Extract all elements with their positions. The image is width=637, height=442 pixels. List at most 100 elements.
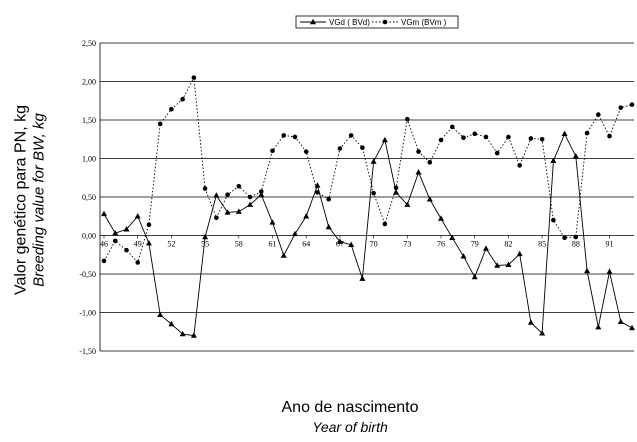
data-point-triangle [573,153,579,158]
data-point-circle [371,191,376,196]
x-tick-label: 82 [504,240,512,249]
x-tick-label: 49 [134,240,142,249]
data-point-circle [427,160,432,165]
data-point-circle [551,218,556,223]
data-point-circle [169,107,174,112]
data-point-triangle [135,213,141,218]
data-point-triangle [629,325,635,330]
x-tick-label: 88 [572,240,580,249]
data-point-circle [147,222,152,227]
data-point-circle [270,149,275,154]
data-point-circle [315,190,320,195]
data-point-circle [192,75,197,80]
data-point-triangle [292,231,298,236]
data-point-circle [293,135,298,140]
data-point-triangle [460,253,466,258]
data-point-circle [495,151,500,156]
y-tick-label: -1,00 [79,309,96,318]
x-tick-label: 64 [302,240,310,249]
data-point-triangle [438,215,444,220]
data-point-triangle [472,274,478,279]
data-point-circle [180,97,185,102]
y-axis-label-english: Breeding value for BW, kg [31,105,49,295]
data-point-triangle [359,275,365,280]
data-point-triangle [281,252,287,257]
x-tick-label: 76 [437,240,445,249]
data-point-circle [225,192,230,197]
data-point-circle [618,105,623,110]
data-point-circle [158,122,163,127]
data-point-circle [237,184,242,189]
data-point-triangle [595,324,601,329]
data-point-circle [562,236,567,241]
legend-label-1: VGd ( BVd) [329,18,370,27]
data-point-circle [596,112,601,117]
data-point-triangle [517,251,523,256]
data-point-circle [517,163,522,168]
y-tick-label: 0,00 [82,232,96,241]
y-axis-title: Valor genético para PN, kg Breeding valu… [0,40,60,360]
data-point-triangle [168,321,174,326]
data-point-triangle [326,224,332,229]
legend-label-2: VGm (BVm ) [401,18,447,27]
y-axis-ticks: 2,50 2,00 1,50 1,00 0,50 0,00 -0,50 -1,00 -1,50 [79,39,96,356]
data-point-triangle [202,234,208,239]
data-point-circle [338,146,343,151]
x-tick-label: 46 [100,240,108,249]
x-tick-label: 61 [269,240,277,249]
data-point-triangle [101,211,107,216]
legend: VGd ( BVd) VGm (BVm ) [296,16,458,28]
x-tick-label: 85 [538,240,546,249]
x-axis-ticks: 46 49 52 55 58 61 64 67 70 73 76 79 82 85 88 91 [100,236,614,249]
x-tick-label: 58 [235,240,243,249]
data-point-circle [540,137,545,142]
data-point-triangle [236,208,242,213]
data-point-circle [472,132,477,137]
y-tick-label: -0,50 [79,270,96,279]
y-tick-label: -1,50 [79,347,96,356]
data-point-circle [349,133,354,138]
y-tick-label: 0,50 [82,193,96,202]
y-axis-label: Valor genético para PN, kg [12,105,31,295]
data-point-triangle [371,158,377,163]
data-point-circle [450,125,455,130]
legend-marker-circle [383,20,388,25]
data-point-circle [461,135,466,140]
data-point-triangle [607,268,613,273]
series-group [101,75,635,337]
data-point-triangle [416,169,422,174]
data-point-circle [281,133,286,138]
series-line-1 [104,134,632,336]
x-tick-label: 70 [370,240,378,249]
data-point-circle [574,235,579,240]
data-point-triangle [528,319,534,324]
x-tick-label: 79 [471,240,479,249]
data-point-triangle [303,213,309,218]
data-point-circle [394,185,399,190]
y-tick-label: 2,00 [82,78,96,87]
data-point-triangle [146,240,152,245]
data-point-circle [113,239,118,244]
data-point-circle [203,186,208,191]
x-tick-label: 91 [606,240,614,249]
data-point-circle [405,117,410,122]
data-point-circle [135,260,140,265]
x-axis-label: Ano de nascimento [200,398,500,418]
data-point-circle [484,135,489,140]
data-point-circle [326,197,331,202]
y-tick-label: 1,50 [82,116,96,125]
x-tick-label: 73 [403,240,411,249]
data-point-circle [102,259,107,264]
data-point-circle [360,145,365,150]
data-point-circle [124,248,129,253]
data-point-circle [416,149,421,154]
data-point-triangle [483,245,489,250]
data-point-triangle [213,192,219,197]
x-tick-label: 52 [167,240,175,249]
data-point-triangle [618,319,624,324]
data-point-circle [585,131,590,136]
data-point-circle [383,222,388,227]
data-point-circle [304,149,309,154]
data-point-circle [248,195,253,200]
data-point-triangle [270,219,276,224]
